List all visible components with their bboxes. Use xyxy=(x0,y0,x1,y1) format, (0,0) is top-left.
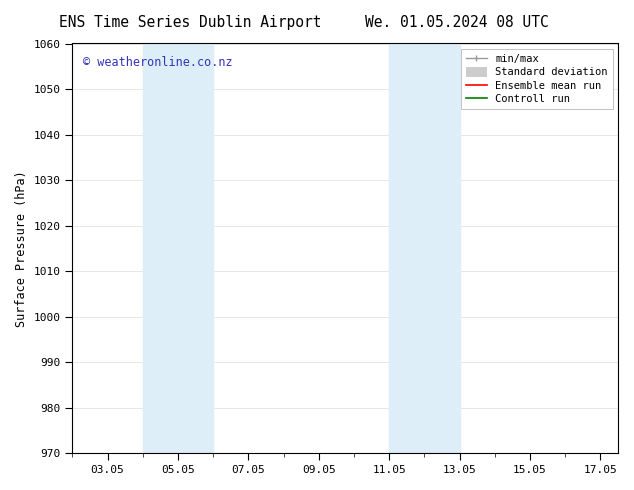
Bar xyxy=(389,44,460,453)
Y-axis label: Surface Pressure (hPa): Surface Pressure (hPa) xyxy=(15,170,28,327)
Bar xyxy=(143,44,213,453)
Legend: min/max, Standard deviation, Ensemble mean run, Controll run: min/max, Standard deviation, Ensemble me… xyxy=(461,49,613,109)
Text: © weatheronline.co.nz: © weatheronline.co.nz xyxy=(83,56,233,69)
Text: We. 01.05.2024 08 UTC: We. 01.05.2024 08 UTC xyxy=(365,15,548,30)
Text: ENS Time Series Dublin Airport: ENS Time Series Dublin Airport xyxy=(59,15,321,30)
